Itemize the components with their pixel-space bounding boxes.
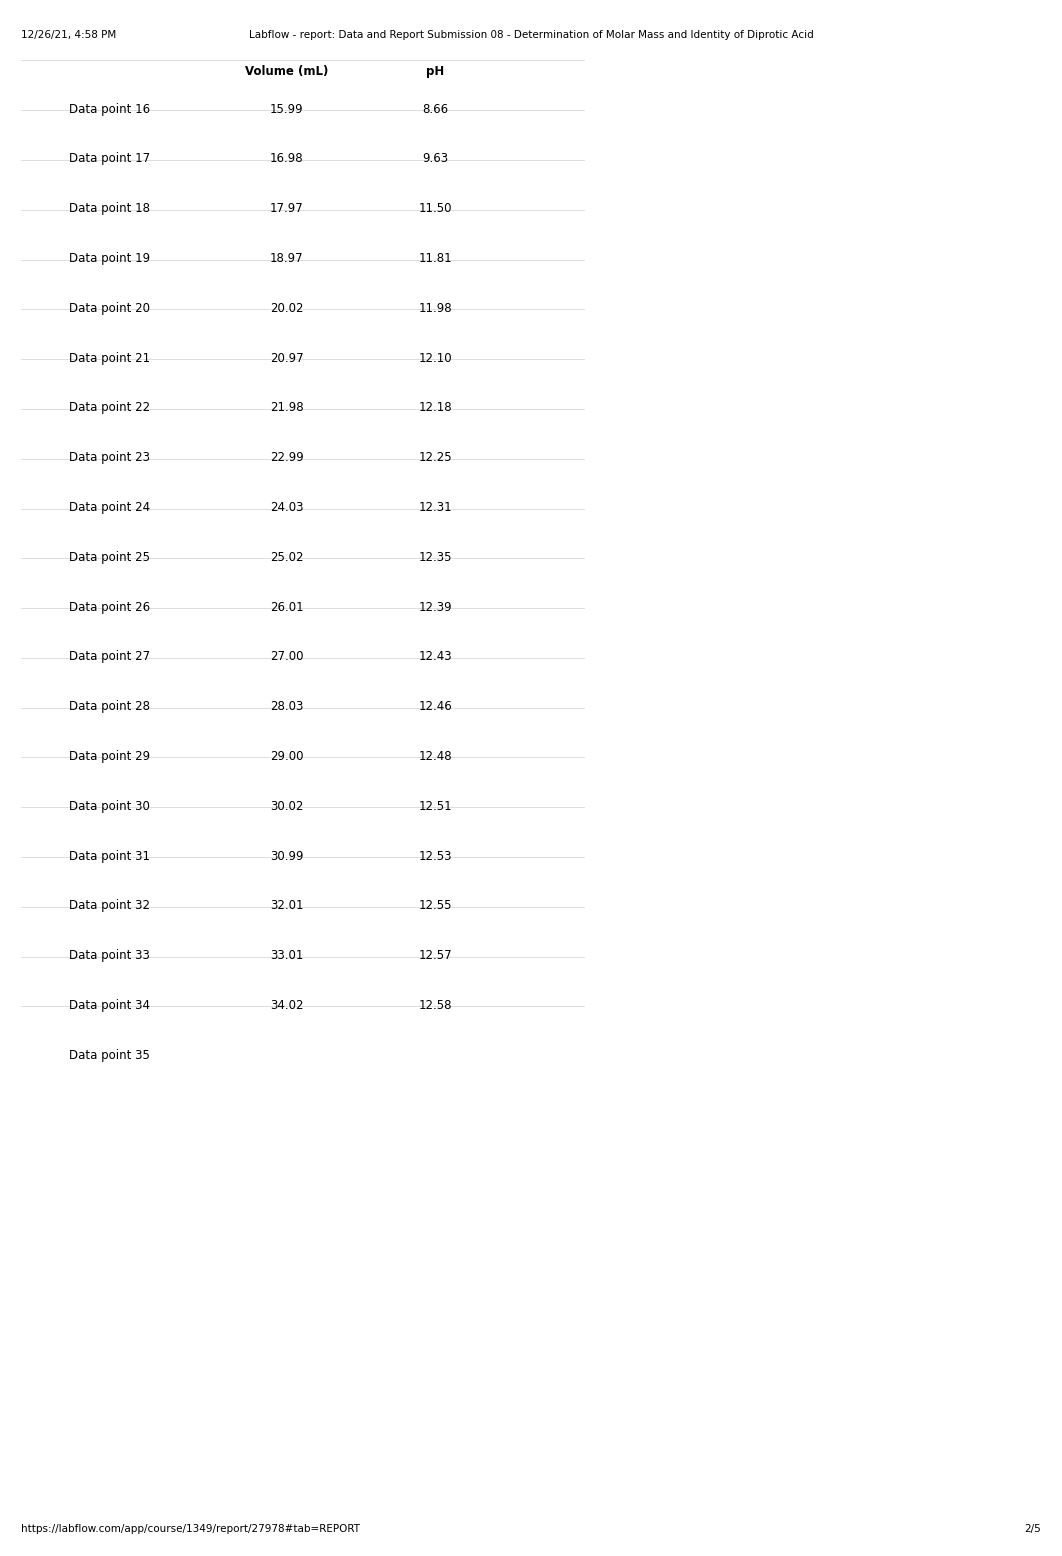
Text: 15.99: 15.99 [270, 103, 304, 115]
Text: 12/26/21, 4:58 PM: 12/26/21, 4:58 PM [21, 30, 117, 39]
Text: Data point 24: Data point 24 [69, 501, 150, 513]
Text: 11.81: 11.81 [418, 252, 452, 265]
Text: Data point 30: Data point 30 [69, 800, 150, 812]
Text: Data point 18: Data point 18 [69, 202, 150, 215]
Text: 12.31: 12.31 [418, 501, 452, 513]
Text: Data point 31: Data point 31 [69, 850, 150, 862]
Text: 26.01: 26.01 [270, 601, 304, 613]
Text: 12.51: 12.51 [418, 800, 452, 812]
Text: Data point 26: Data point 26 [69, 601, 150, 613]
Text: 24.03: 24.03 [270, 501, 304, 513]
Text: Data point 35: Data point 35 [69, 1049, 150, 1061]
Text: 17.97: 17.97 [270, 202, 304, 215]
Text: Data point 16: Data point 16 [69, 103, 150, 115]
Text: Labflow - report: Data and Report Submission 08 - Determination of Molar Mass an: Labflow - report: Data and Report Submis… [249, 30, 813, 39]
Text: 11.98: 11.98 [418, 302, 452, 314]
Text: 8.66: 8.66 [423, 103, 448, 115]
Text: 12.48: 12.48 [418, 750, 452, 762]
Text: Data point 29: Data point 29 [69, 750, 150, 762]
Text: Data point 22: Data point 22 [69, 401, 150, 414]
Text: Volume (mL): Volume (mL) [245, 65, 328, 78]
Text: Data point 27: Data point 27 [69, 650, 150, 663]
Text: 30.99: 30.99 [270, 850, 304, 862]
Text: 12.55: 12.55 [418, 899, 452, 912]
Text: 25.02: 25.02 [270, 551, 304, 563]
Text: 12.35: 12.35 [418, 551, 452, 563]
Text: Data point 23: Data point 23 [69, 451, 150, 464]
Text: Data point 28: Data point 28 [69, 700, 150, 713]
Text: Data point 33: Data point 33 [69, 949, 150, 962]
Text: 30.02: 30.02 [270, 800, 304, 812]
Text: 29.00: 29.00 [270, 750, 304, 762]
Text: 12.46: 12.46 [418, 700, 452, 713]
Text: 33.01: 33.01 [270, 949, 304, 962]
Text: 21.98: 21.98 [270, 401, 304, 414]
Text: 12.25: 12.25 [418, 451, 452, 464]
Text: 12.57: 12.57 [418, 949, 452, 962]
Text: Data point 20: Data point 20 [69, 302, 150, 314]
Text: 20.02: 20.02 [270, 302, 304, 314]
Text: 16.98: 16.98 [270, 152, 304, 165]
Text: Data point 19: Data point 19 [69, 252, 150, 265]
Text: 32.01: 32.01 [270, 899, 304, 912]
Text: 9.63: 9.63 [423, 152, 448, 165]
Text: 34.02: 34.02 [270, 999, 304, 1011]
Text: Data point 21: Data point 21 [69, 352, 150, 364]
Text: 20.97: 20.97 [270, 352, 304, 364]
Text: 12.58: 12.58 [418, 999, 452, 1011]
Text: 2/5: 2/5 [1024, 1525, 1041, 1534]
Text: 11.50: 11.50 [418, 202, 452, 215]
Text: 12.18: 12.18 [418, 401, 452, 414]
Text: Data point 25: Data point 25 [69, 551, 150, 563]
Text: 12.39: 12.39 [418, 601, 452, 613]
Text: 22.99: 22.99 [270, 451, 304, 464]
Text: Data point 17: Data point 17 [69, 152, 150, 165]
Text: 18.97: 18.97 [270, 252, 304, 265]
Text: 12.43: 12.43 [418, 650, 452, 663]
Text: pH: pH [426, 65, 445, 78]
Text: 12.10: 12.10 [418, 352, 452, 364]
Text: 28.03: 28.03 [270, 700, 304, 713]
Text: 27.00: 27.00 [270, 650, 304, 663]
Text: https://labflow.com/app/course/1349/report/27978#tab=REPORT: https://labflow.com/app/course/1349/repo… [21, 1525, 360, 1534]
Text: Data point 32: Data point 32 [69, 899, 150, 912]
Text: Data point 34: Data point 34 [69, 999, 150, 1011]
Text: 12.53: 12.53 [418, 850, 452, 862]
